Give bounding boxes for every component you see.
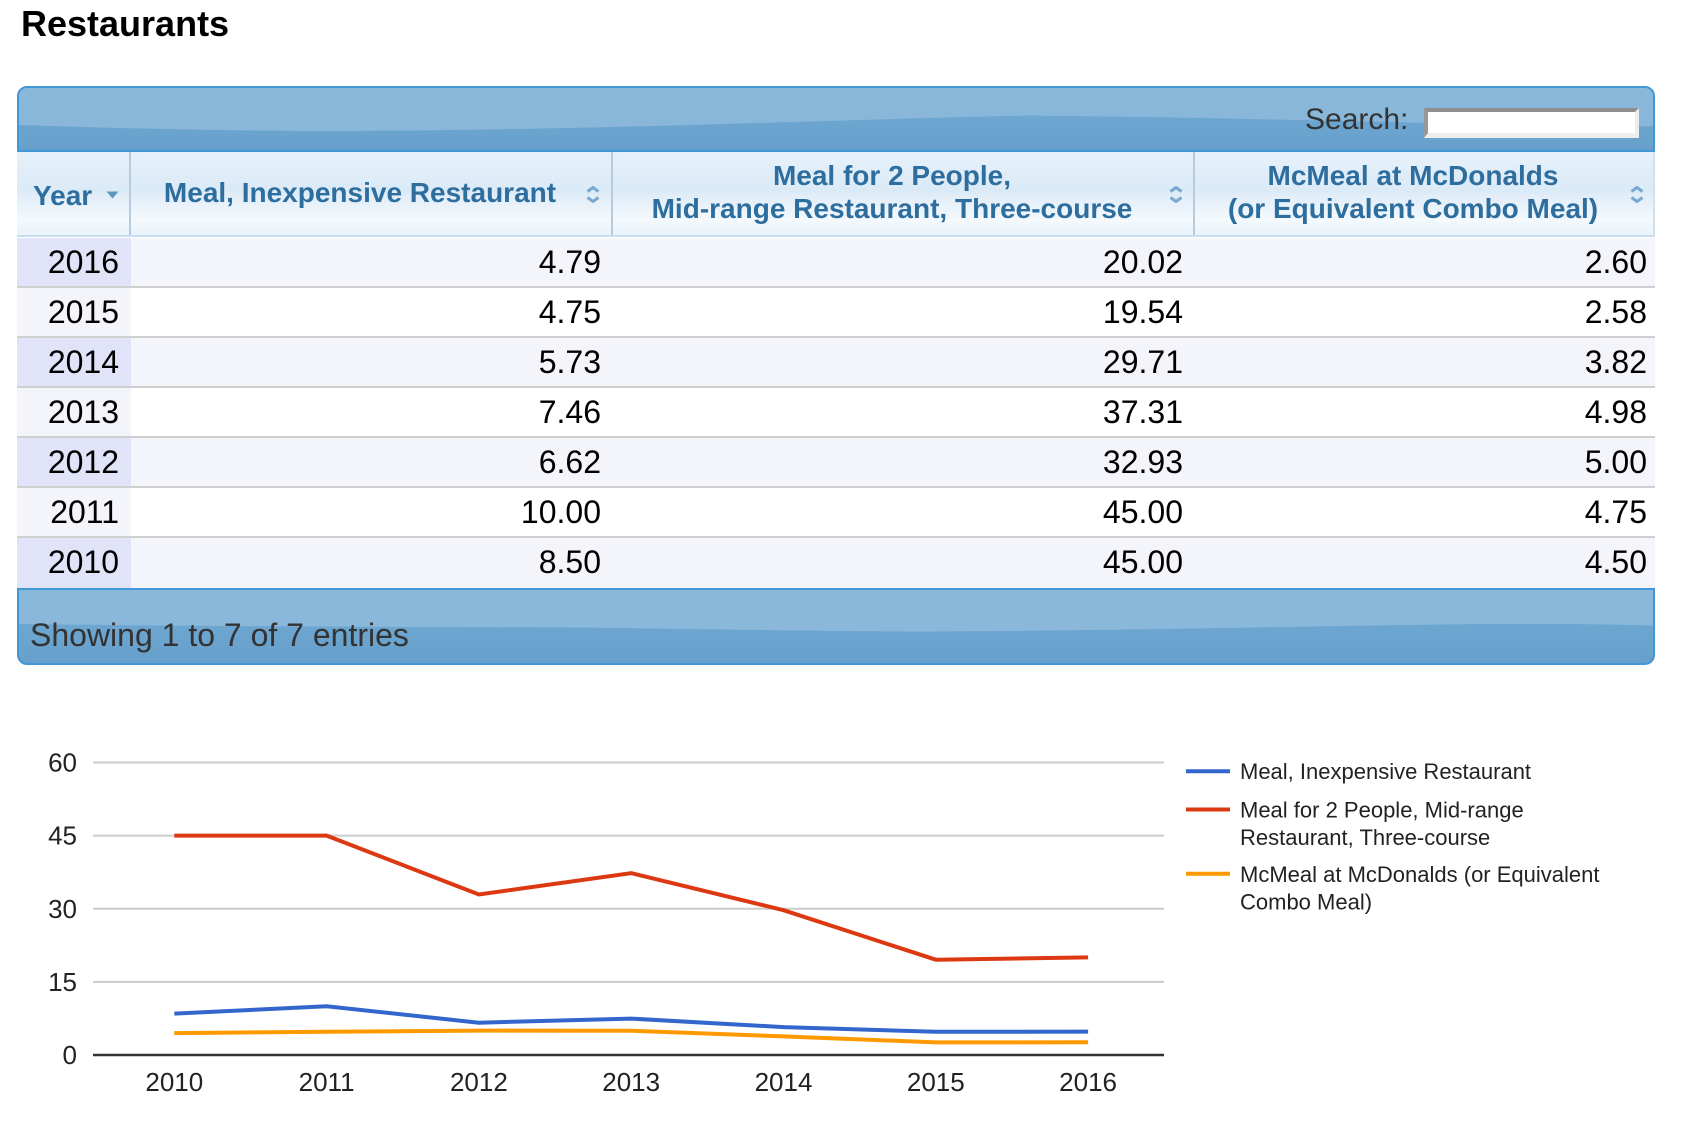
- svg-text:2013: 2013: [602, 1067, 660, 1097]
- svg-text:2014: 2014: [755, 1067, 813, 1097]
- svg-text:Restaurant, Three-course: Restaurant, Three-course: [1240, 825, 1490, 850]
- svg-text:2011: 2011: [299, 1067, 355, 1097]
- svg-text:2012: 2012: [450, 1067, 508, 1097]
- svg-text:Meal, Inexpensive Restaurant: Meal, Inexpensive Restaurant: [1240, 759, 1531, 784]
- svg-text:0: 0: [63, 1040, 77, 1070]
- svg-text:2016: 2016: [1059, 1067, 1117, 1097]
- svg-text:2010: 2010: [145, 1067, 203, 1097]
- svg-text:60: 60: [48, 748, 77, 778]
- svg-text:Meal for 2 People, Mid-range: Meal for 2 People, Mid-range: [1240, 798, 1524, 823]
- svg-text:45: 45: [48, 821, 77, 851]
- svg-text:15: 15: [48, 967, 77, 997]
- svg-text:2015: 2015: [907, 1067, 965, 1097]
- svg-text:McMeal at McDonalds (or Equiva: McMeal at McDonalds (or Equivalent: [1240, 862, 1599, 887]
- svg-text:30: 30: [48, 894, 77, 924]
- svg-text:Combo Meal): Combo Meal): [1240, 890, 1372, 915]
